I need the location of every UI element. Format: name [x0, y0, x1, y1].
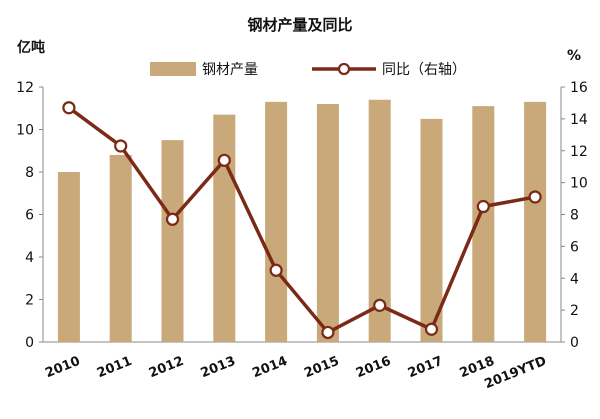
line-point — [165, 212, 180, 226]
left-tick-label: 12 — [16, 80, 34, 96]
x-tick-label: 2012 — [147, 354, 186, 381]
right-tick-label: 12 — [570, 144, 588, 160]
x-tick-label: 2014 — [250, 354, 289, 381]
left-tick-label: 2 — [25, 293, 34, 309]
bar — [524, 101, 547, 342]
x-tick-label: 2015 — [302, 354, 341, 381]
right-tick-label: 8 — [570, 208, 579, 224]
line-point — [424, 322, 439, 336]
bar — [57, 172, 80, 342]
left-tick-label: 4 — [25, 250, 34, 266]
bar — [472, 106, 495, 342]
line-point — [476, 199, 490, 214]
x-tick-label: 2016 — [354, 354, 393, 381]
left-tick-label: 0 — [25, 335, 34, 351]
bar — [161, 140, 184, 342]
left-tick-label: 10 — [16, 123, 34, 139]
right-tick-label: 4 — [570, 271, 579, 287]
legend-bar-label: 钢材产量 — [202, 62, 258, 78]
bar — [420, 118, 443, 342]
line-point — [62, 101, 76, 115]
right-tick-label: 2 — [570, 303, 579, 319]
left-tick-label: 6 — [25, 208, 34, 224]
right-tick-label: 0 — [570, 335, 579, 351]
bar — [213, 114, 236, 342]
legend-bar-swatch — [150, 62, 196, 76]
left-tick-label: 8 — [25, 165, 34, 181]
legend-line-label: 同比（右轴） — [382, 62, 466, 78]
legend: 钢材产量 同比（右轴） — [150, 62, 466, 78]
chart-title: 钢材产量及同比 — [247, 16, 352, 34]
plot-area: 0 2 4 6 8 10 12 0 2 4 6 8 10 12 14 16 2010 2011 2012 2013 20… — [16, 80, 588, 392]
line-point — [528, 190, 542, 204]
right-axis-unit: % — [567, 48, 581, 64]
bar — [316, 104, 339, 342]
line-point — [321, 325, 335, 340]
bar — [109, 155, 132, 342]
line-point — [217, 153, 231, 167]
x-tick-label: 2017 — [406, 354, 445, 381]
left-axis-unit: 亿吨 — [17, 39, 45, 56]
bar — [265, 101, 288, 342]
bar — [368, 99, 391, 342]
legend-line-marker — [337, 62, 351, 76]
right-tick-label: 6 — [570, 239, 579, 255]
line-point — [269, 263, 283, 277]
line-series — [67, 106, 536, 335]
right-tick-label: 10 — [570, 176, 588, 192]
right-tick-label: 16 — [570, 80, 588, 96]
line-point — [373, 298, 387, 312]
x-tick-label: 2010 — [43, 354, 82, 381]
x-tick-label: 2013 — [199, 354, 238, 381]
x-tick-label: 2011 — [95, 354, 134, 381]
right-tick-label: 14 — [570, 112, 588, 128]
line-point — [114, 139, 128, 153]
